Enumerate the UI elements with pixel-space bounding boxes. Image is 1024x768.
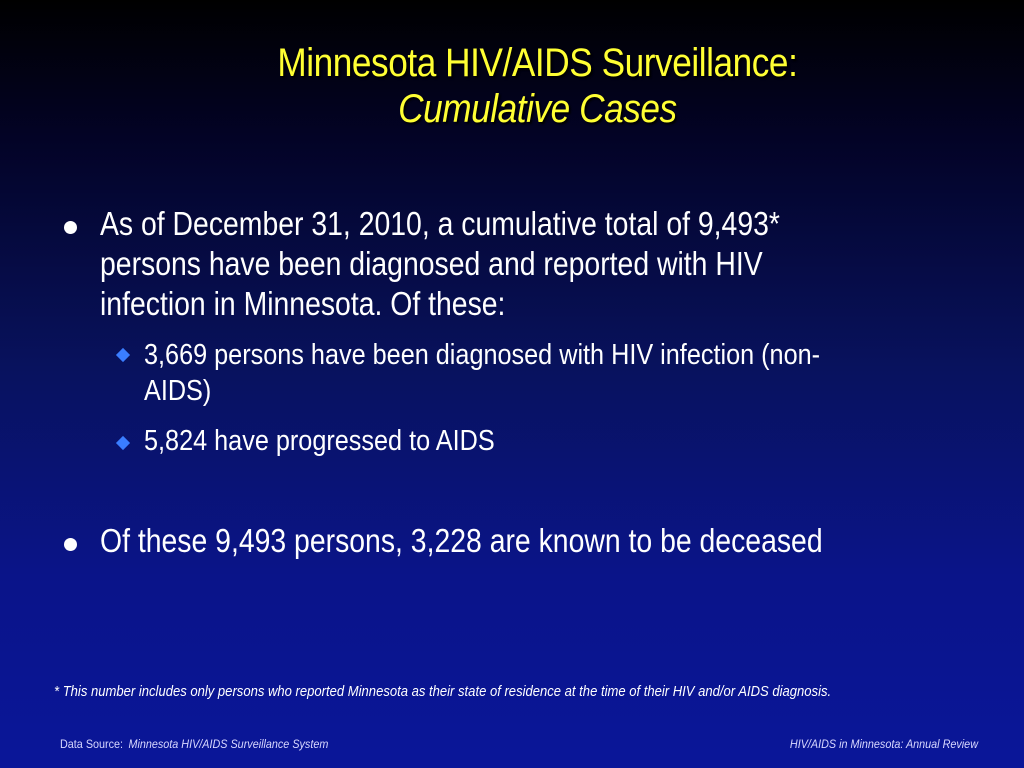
title-line-1: Minnesota HIV/AIDS Surveillance:	[277, 41, 798, 85]
sub-bullet-2: 5,824 have progressed to AIDS	[144, 423, 495, 459]
bullet-1-line-3: infection in Minnesota. Of these:	[100, 285, 506, 322]
bullet-2-line-1: Of these 9,493 persons, 3,228 are known …	[100, 522, 823, 559]
bullet-2: Of these 9,493 persons, 3,228 are known …	[100, 521, 823, 561]
footer-report-title: HIV/AIDS in Minnesota: Annual Review	[789, 737, 978, 751]
data-source-label: Data Source:	[60, 737, 124, 751]
data-source-name: Minnesota HIV/AIDS Surveillance System	[128, 737, 329, 751]
bullet-1: As of December 31, 2010, a cumulative to…	[100, 204, 780, 324]
bullet-dot-icon	[64, 221, 77, 234]
sub-bullet-1: 3,669 persons have been diagnosed with H…	[144, 337, 820, 409]
sub-bullet-2-line-1: 5,824 have progressed to AIDS	[144, 425, 495, 457]
bullet-1-line-1: As of December 31, 2010, a cumulative to…	[100, 205, 780, 242]
footer-data-source: Data Source: Minnesota HIV/AIDS Surveilla…	[60, 737, 328, 751]
title-line-2: Cumulative Cases	[398, 87, 677, 131]
bullet-dot-icon	[64, 538, 77, 551]
diamond-bullet-icon	[115, 435, 131, 451]
footnote: * This number includes only persons who …	[54, 684, 832, 700]
sub-bullet-1-line-1: 3,669 persons have been diagnosed with H…	[144, 339, 821, 371]
slide-title: Minnesota HIV/AIDS Surveillance: Cumulat…	[104, 40, 970, 132]
bullet-1-line-2: persons have been diagnosed and reported…	[100, 245, 763, 282]
sub-bullet-1-line-2: AIDS)	[144, 375, 212, 407]
diamond-bullet-icon	[115, 347, 131, 363]
